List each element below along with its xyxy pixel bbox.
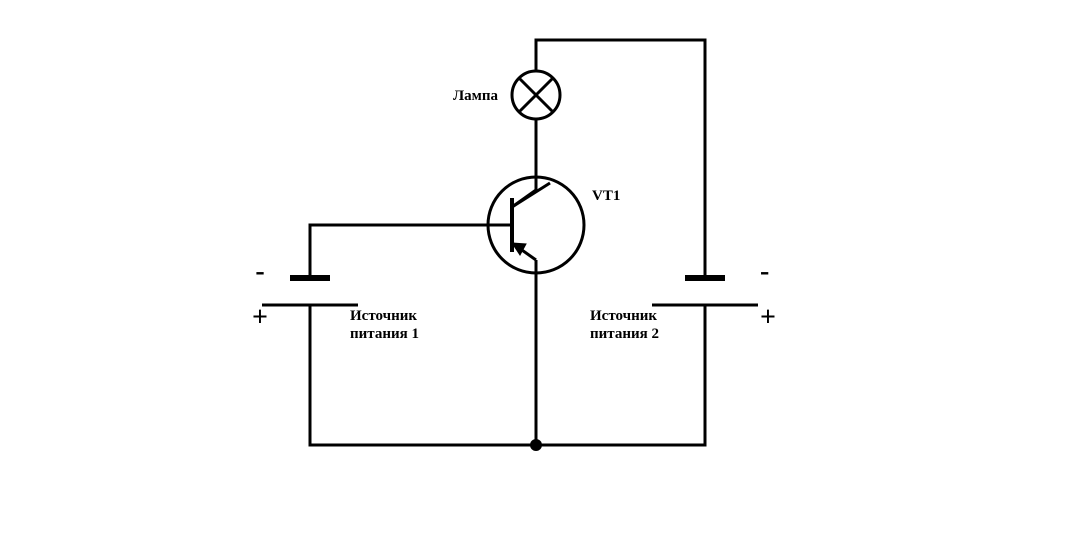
source2-plus-sign: + <box>760 302 776 333</box>
source2-minus-sign: - <box>760 256 769 287</box>
source1-label-line1: Источник <box>350 308 417 324</box>
wire-source1-to-junction <box>310 322 536 445</box>
source2-label-line1: Источник <box>590 308 657 324</box>
wire-base-to-source1 <box>310 225 505 260</box>
lamp-label: Лампа <box>453 88 499 104</box>
source1-minus-sign: - <box>255 256 264 287</box>
junction-dot <box>530 439 542 451</box>
source1-label-line2: питания 1 <box>350 326 419 342</box>
source2-symbol <box>652 260 758 322</box>
source1-plus-sign: + <box>252 302 268 333</box>
transistor-symbol <box>488 177 584 273</box>
source2-label-line2: питания 2 <box>590 326 659 342</box>
source1-symbol <box>262 260 358 322</box>
transistor-label: VT1 <box>592 188 620 204</box>
lamp-symbol <box>512 71 560 119</box>
circuit-diagram: Лампа VT1 - + Источник питания 1 <box>0 0 1073 534</box>
